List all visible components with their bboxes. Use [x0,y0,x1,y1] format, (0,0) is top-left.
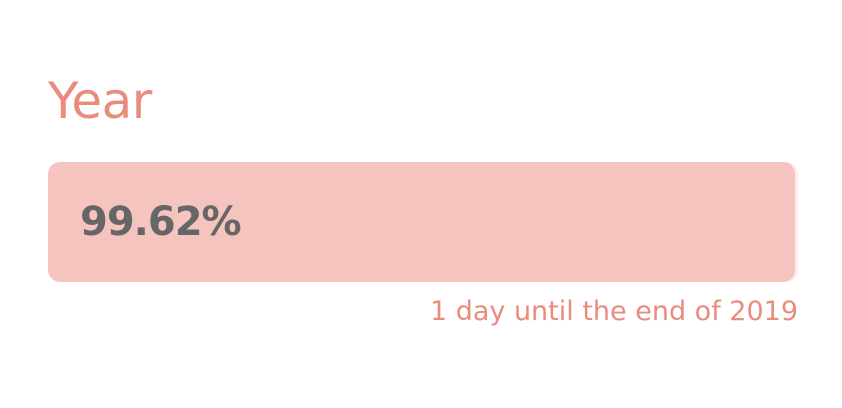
days-remaining-caption: 1 day until the end of 2019 [429,296,798,327]
widget-title: Year [48,72,152,130]
progress-bar: 99.62% [48,162,798,282]
progress-bar-fill [48,162,796,282]
progress-percentage: 99.62% [80,199,242,245]
